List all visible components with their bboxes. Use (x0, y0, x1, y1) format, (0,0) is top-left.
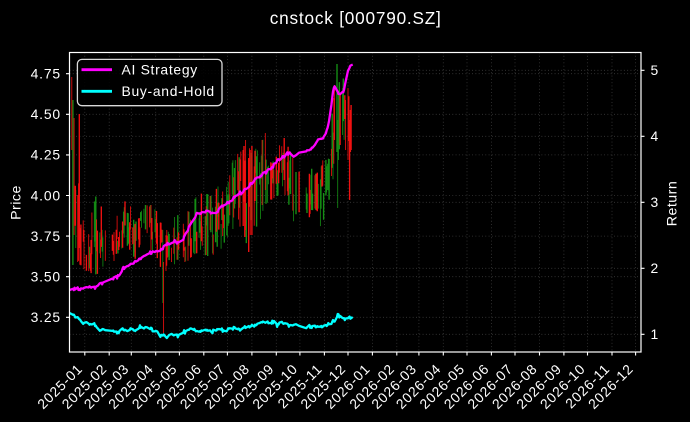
svg-text:1: 1 (651, 326, 659, 342)
svg-text:AI Strategy: AI Strategy (122, 62, 198, 78)
svg-text:4.00: 4.00 (31, 187, 61, 203)
svg-text:cnstock [000790.SZ]: cnstock [000790.SZ] (270, 8, 442, 28)
svg-text:4: 4 (651, 128, 659, 144)
svg-text:4.25: 4.25 (31, 147, 61, 163)
svg-text:Buy-and-Hold: Buy-and-Hold (122, 83, 215, 99)
svg-text:3.50: 3.50 (31, 269, 61, 285)
svg-text:5: 5 (651, 62, 659, 78)
svg-text:3.25: 3.25 (31, 309, 61, 325)
svg-text:Return: Return (665, 181, 681, 227)
svg-text:Price: Price (9, 185, 25, 220)
svg-text:4.50: 4.50 (31, 106, 61, 122)
svg-text:3.75: 3.75 (31, 228, 61, 244)
svg-text:2: 2 (651, 260, 659, 276)
svg-text:4.75: 4.75 (31, 66, 61, 82)
svg-text:3: 3 (651, 194, 659, 210)
